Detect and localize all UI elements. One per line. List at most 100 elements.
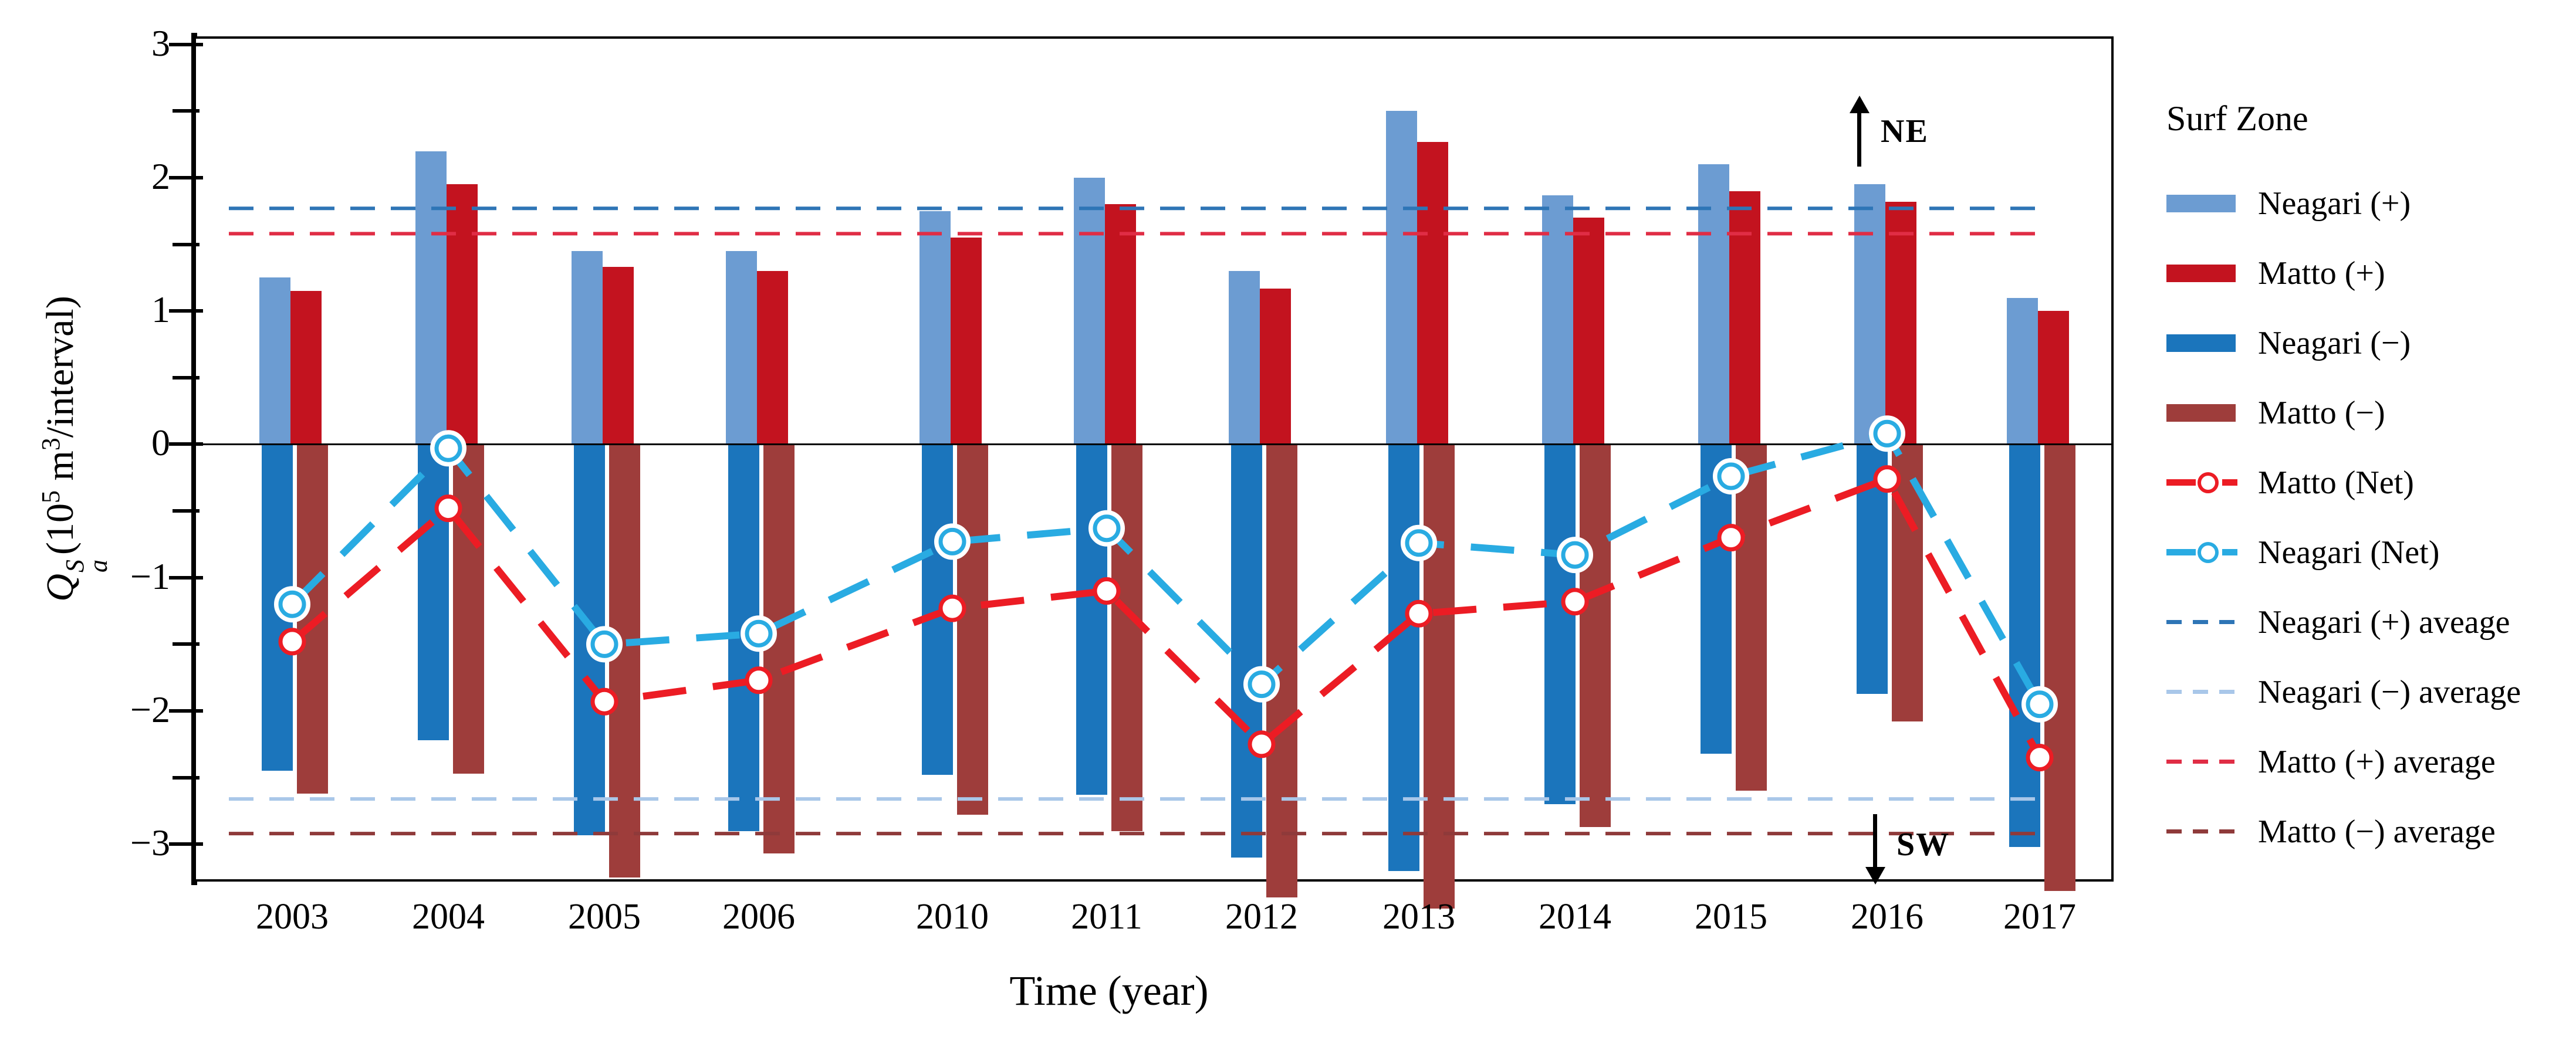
bar-neagari-plus [1698,164,1729,445]
legend-item: Matto (Net) [2166,448,2576,517]
legend-item-label: Matto (+) average [2258,743,2496,780]
net-marker-halo [934,523,971,560]
legend-swatch-bar [2166,334,2243,352]
net-marker-neagari [434,434,462,462]
bar-matto-minus [2044,444,2075,891]
y-axis-unit-open: (10 [39,503,82,555]
legend-swatch-bar [2166,194,2243,212]
legend-item-label: Neagari (Net) [2258,534,2440,571]
bar-matto-plus [2038,311,2069,445]
net-marker-neagari [1405,529,1433,557]
net-marker-neagari [1248,670,1276,699]
x-axis-tick-label: 2003 [256,897,329,937]
bar-matto-plus [757,271,788,445]
net-marker-matto [1873,465,1901,493]
bar-neagari-minus [1701,444,1732,754]
bar-matto-minus [1580,444,1611,827]
y-axis-title-sup: S [60,560,89,573]
y-axis-tick [173,509,200,513]
ne-arrow-shaft [1857,113,1861,167]
bar-matto-minus [1424,444,1455,909]
net-marker-neagari [938,527,966,555]
legend-item: Neagari (Net) [2166,517,2576,587]
legend-item: Neagari (+) aveage [2166,587,2576,657]
net-marker-halo [1869,415,1905,452]
bar-matto-minus [609,444,640,878]
y-axis-title-symbol: Q [39,574,82,602]
x-axis-tick-label: 2013 [1382,897,1455,937]
net-marker-halo [586,626,623,663]
legend-item-label: Neagari (+) [2258,185,2411,222]
y-axis-title-sub: a [84,560,113,573]
net-marker-neagari [278,590,306,618]
y-axis-unit-exp2: 3 [36,438,65,451]
bar-neagari-plus [919,211,951,445]
x-axis-tick-label: 2017 [2003,897,2076,937]
x-axis-tick-label: 2010 [916,897,989,937]
bar-neagari-plus [1854,184,1885,445]
bar-neagari-plus [1386,111,1417,445]
bar-neagari-minus [1076,444,1107,795]
bar-matto-minus [957,444,988,815]
y-axis-unit-close: /interval) [39,296,82,438]
y-axis-tick [169,842,203,846]
bar-matto-plus [1260,288,1291,445]
net-marker-halo [1557,537,1593,574]
legend-item-label: Matto (+) [2258,255,2385,292]
legend-item: Neagari (−) [2166,308,2576,378]
bar-matto-plus [603,267,634,445]
bar-neagari-minus [1231,444,1262,858]
y-axis-tick-label: 0 [151,422,170,464]
net-marker-neagari [1873,419,1901,448]
x-axis-tick-label: 2016 [1851,897,1923,937]
bar-neagari-minus [418,444,449,741]
y-axis-tick [173,242,200,246]
net-marker-neagari [2026,690,2054,719]
y-axis-tick-label: −3 [130,822,170,864]
plot-area [194,36,2114,882]
bar-matto-plus [1885,201,1916,445]
net-marker-neagari [590,630,618,658]
line-series-layer [194,206,2114,836]
legend-item: Matto (−) average [2166,797,2576,866]
bar-neagari-plus [726,250,757,445]
net-marker-matto [434,494,462,523]
legend-item-label: Neagari (−) [2258,324,2411,361]
legend-swatch-net-line [2166,472,2243,493]
legend-item-label: Neagari (−) average [2258,673,2521,710]
bar-neagari-plus [572,250,603,445]
bar-matto-minus [1736,444,1767,791]
bar-neagari-minus [1544,444,1576,805]
ne-annotation: NE [1881,113,1929,150]
legend-swatch-dashed-line [2166,829,2243,833]
net-marker-neagari [1717,462,1745,490]
bar-matto-plus [290,291,322,445]
y-axis-tick [169,42,203,46]
y-axis-tick [169,175,203,179]
net-marker-matto [745,666,773,694]
y-axis-tick [173,775,200,780]
legend-swatch-dashed-line [2166,620,2243,624]
legend-swatch-dashed-line [2166,760,2243,764]
ne-arrow-head [1850,96,1870,113]
bar-matto-plus [1105,204,1136,445]
y-axis-tick-label: −1 [130,555,170,597]
y-axis-tick [169,709,203,713]
legend-item: Neagari (+) [2166,168,2576,238]
net-marker-neagari [1093,514,1121,543]
legend-item-label: Matto (−) [2258,394,2385,431]
net-marker-halo [2021,686,2058,723]
y-axis-tick [169,309,203,313]
net-line-matto [290,475,2043,760]
net-marker-matto [1405,599,1433,628]
bar-matto-plus [951,238,982,445]
net-marker-matto [2026,744,2054,772]
x-axis-title: Time (year) [1009,967,1209,1014]
legend-item: Matto (+) [2166,238,2576,308]
legend-swatch-dashed-line [2166,690,2243,694]
bar-neagari-plus [259,277,290,445]
legend-title: Surf Zone [2166,99,2308,138]
y-axis-tick [169,575,203,580]
